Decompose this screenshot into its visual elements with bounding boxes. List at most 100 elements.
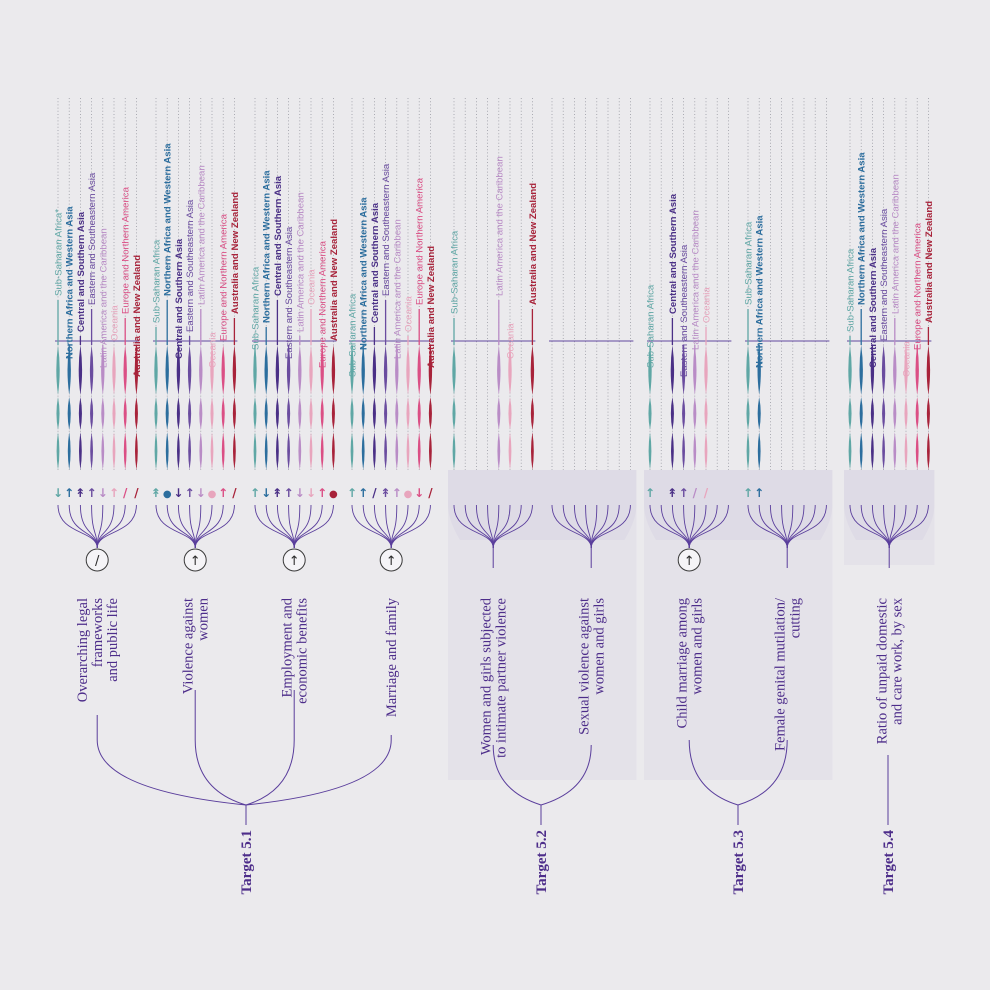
series-mark bbox=[135, 432, 138, 470]
series-mark bbox=[417, 345, 421, 395]
series-mark bbox=[882, 432, 885, 470]
bracket-line bbox=[194, 690, 247, 806]
trend-symbol: ↑ bbox=[218, 486, 228, 500]
series-mark bbox=[915, 432, 919, 470]
region-label: Australia and New Zealand bbox=[230, 192, 241, 314]
series-mark bbox=[154, 432, 158, 470]
series-mark bbox=[497, 432, 501, 470]
series-mark bbox=[384, 397, 388, 430]
series-mark bbox=[176, 345, 181, 395]
category-label: Marriage and family bbox=[384, 597, 400, 717]
region-label: Eastern and Southeastern Asia bbox=[679, 244, 690, 377]
series-mark bbox=[210, 345, 214, 395]
trend-symbol: ↑ bbox=[317, 486, 327, 500]
bracket-line bbox=[737, 739, 788, 806]
series-mark bbox=[693, 397, 697, 430]
series-mark bbox=[309, 432, 313, 470]
region-label: Oceania bbox=[506, 323, 517, 359]
region-label: Australia and New Zealand bbox=[329, 219, 340, 341]
series-mark bbox=[199, 345, 203, 395]
series-mark bbox=[746, 432, 750, 470]
bracket-line bbox=[245, 690, 295, 806]
group-8: Sub-Saharan Africa ↑ Northern Africa and W… bbox=[743, 98, 830, 751]
series-mark bbox=[287, 432, 290, 470]
series-mark bbox=[904, 397, 908, 430]
series-mark bbox=[67, 432, 71, 470]
trend-symbol: ↑ bbox=[87, 486, 97, 500]
region-label: Eastern and Southeastern Asia bbox=[87, 172, 98, 305]
region-label: Central and Southern Asia bbox=[76, 211, 87, 332]
series-mark bbox=[452, 345, 456, 395]
series-mark bbox=[757, 397, 761, 430]
series-mark bbox=[881, 345, 886, 395]
series-mark bbox=[67, 397, 71, 430]
series-mark bbox=[165, 432, 169, 470]
series-mark bbox=[508, 345, 512, 395]
series-mark bbox=[693, 432, 697, 470]
region-label: Europe and Northern America bbox=[219, 213, 230, 341]
series-mark bbox=[298, 432, 302, 470]
series-mark bbox=[417, 432, 421, 470]
series-mark bbox=[452, 432, 456, 470]
region-label: Sub-Saharan Africa bbox=[744, 221, 755, 305]
trend-symbol: ↟ bbox=[667, 486, 677, 500]
series-mark bbox=[882, 397, 886, 430]
series-mark bbox=[275, 397, 279, 430]
group-5: Sub-Saharan Africa Latin America and the … bbox=[450, 98, 539, 758]
series-mark bbox=[704, 397, 708, 430]
region-label: Central and Southern Asia bbox=[370, 202, 381, 323]
region-label: Latin America and the Caribbean bbox=[196, 165, 207, 305]
trend-symbol: ↟ bbox=[75, 486, 85, 500]
series-mark bbox=[221, 397, 225, 430]
category-label: frameworks bbox=[90, 598, 106, 668]
series-mark bbox=[79, 432, 82, 470]
series-mark bbox=[187, 345, 192, 395]
series-mark bbox=[134, 345, 139, 395]
series-mark bbox=[648, 345, 652, 395]
trend-symbol: / bbox=[428, 486, 433, 500]
series-mark bbox=[199, 432, 203, 470]
fan-line bbox=[786, 504, 827, 549]
region-label: Eastern and Southeastern Asia bbox=[879, 208, 890, 341]
series-mark bbox=[395, 432, 399, 470]
trend-symbol: ↑ bbox=[743, 486, 753, 500]
region-label: Northern Africa and Western Asia bbox=[755, 215, 766, 368]
series-mark bbox=[287, 397, 291, 430]
region-label: Latin America and the Caribbean bbox=[98, 228, 109, 368]
series-mark bbox=[89, 345, 94, 395]
series-mark bbox=[123, 432, 127, 470]
series-mark bbox=[331, 397, 335, 430]
series-mark bbox=[926, 345, 931, 395]
fan-line bbox=[91, 504, 98, 549]
series-mark bbox=[123, 397, 127, 430]
series-mark bbox=[286, 345, 291, 395]
series-mark bbox=[531, 432, 534, 470]
series-mark bbox=[309, 345, 313, 395]
series-mark bbox=[757, 432, 761, 470]
trend-symbol: ↑ bbox=[358, 486, 368, 500]
series-mark bbox=[264, 432, 268, 470]
panel-layer bbox=[448, 470, 935, 780]
category-label: economic benefits bbox=[295, 598, 311, 704]
region-label: Sub-Saharan Africa bbox=[152, 239, 163, 323]
series-mark bbox=[101, 397, 105, 430]
series-mark bbox=[253, 345, 257, 395]
series-mark bbox=[56, 345, 60, 395]
trend-symbol: ↓ bbox=[295, 486, 305, 500]
overall-trend-circle bbox=[85, 548, 109, 572]
region-label: Sub-Saharan Africa bbox=[646, 284, 657, 368]
series-mark bbox=[78, 397, 82, 430]
series-mark bbox=[915, 345, 919, 395]
series-mark bbox=[253, 432, 257, 470]
series-mark bbox=[165, 397, 169, 430]
series-mark bbox=[915, 397, 919, 430]
region-label: Latin America and the Caribbean bbox=[295, 192, 306, 332]
series-mark bbox=[112, 397, 116, 430]
series-mark bbox=[90, 432, 93, 470]
category-label: Women and girls subjected bbox=[479, 597, 495, 755]
region-label: Latin America and the Caribbean bbox=[392, 219, 403, 359]
trend-symbol: ↑ bbox=[645, 486, 655, 500]
series-mark bbox=[350, 432, 354, 470]
overall-trend-symbol: ↑ bbox=[386, 554, 397, 569]
